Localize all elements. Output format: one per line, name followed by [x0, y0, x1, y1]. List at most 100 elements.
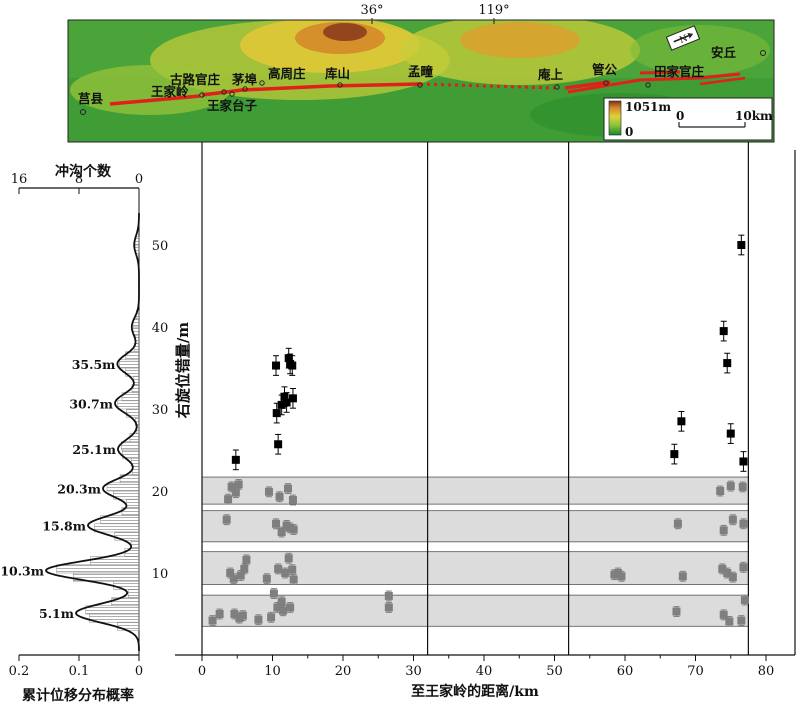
histogram-bar [56, 564, 140, 574]
data-point [208, 616, 217, 625]
longitude-label: 119° [478, 3, 509, 18]
map-frame [67, 19, 775, 143]
data-point [737, 616, 746, 625]
elevation-colorbar [608, 100, 622, 136]
top-tick-label: 0 [135, 172, 143, 187]
x-tick-label: 40 [476, 664, 493, 679]
data-point [274, 440, 283, 449]
scale-max-label: 10km [735, 109, 773, 123]
map-legend: 1051m 0 0 10km [603, 97, 773, 141]
y-tick-label: 30 [152, 403, 169, 418]
distribution-bottom-title: 累计位移分布概率 [22, 687, 134, 704]
data-point [670, 450, 679, 459]
data-point [254, 615, 263, 624]
section-boundaries [201, 142, 749, 655]
place-label: 管公 [592, 62, 618, 77]
place-marker [554, 84, 560, 90]
place-marker [229, 91, 235, 97]
histogram-bar [117, 400, 140, 410]
x-axis-title: 至王家岭的距离/km [411, 683, 539, 700]
data-point [274, 564, 283, 573]
data-point [282, 398, 291, 407]
place-marker [760, 50, 766, 56]
probability-curve [45, 213, 140, 651]
distribution-top-title: 冲沟个数 [55, 163, 112, 180]
data-point [289, 525, 298, 534]
place-label: 古路官庄 [170, 72, 221, 87]
place-marker [603, 80, 609, 86]
data-point [275, 492, 284, 501]
place-label: 高周庄 [268, 66, 306, 81]
data-point [231, 455, 240, 464]
data-point [279, 606, 288, 615]
data-point [673, 519, 682, 528]
histogram-bar [120, 441, 140, 451]
data-point [678, 572, 687, 581]
data-point [723, 569, 732, 577]
x-tick-label: 80 [758, 664, 775, 679]
data-point [739, 519, 748, 528]
data-point [272, 361, 281, 370]
topographic-map: 36° 119° N 1051m 0 0 10km [67, 3, 775, 143]
x-tick-label: 10 [264, 664, 281, 679]
data-point [215, 610, 224, 618]
data-point [677, 417, 686, 426]
place-label: 王家岭 [151, 84, 189, 99]
fault-trace [109, 70, 746, 106]
data-point [617, 572, 626, 581]
data-point [737, 241, 746, 249]
data-point [288, 394, 297, 403]
data-point [672, 607, 681, 616]
data-point [716, 487, 725, 495]
histogram-bar [128, 589, 140, 598]
probability-distribution-chart: 冲沟个数 16 8 0 0.2 0.1 0 5.1m 10.3m 15.8m 20.3m 25.1m… [0, 163, 143, 704]
place-marker [645, 82, 651, 88]
data-point [728, 573, 737, 582]
data-point [277, 597, 286, 606]
latitude-label: 36° [360, 3, 383, 18]
place-marker [242, 86, 248, 92]
data-point [726, 429, 735, 438]
data-point [264, 487, 273, 496]
data-point [725, 617, 734, 626]
offset-band [201, 476, 749, 505]
x-tick-label: 30 [405, 664, 422, 679]
data-point [286, 603, 295, 612]
peak-label: 15.8m [42, 518, 86, 533]
place-label: 田家官庄 [654, 64, 705, 79]
histogram-bar [126, 498, 140, 508]
data-point [719, 610, 728, 619]
peak-label: 10.3m [0, 564, 44, 579]
bottom-tick-label: 0 [135, 664, 143, 679]
data-point [281, 569, 290, 577]
data-point [728, 515, 737, 524]
data-point [740, 596, 749, 605]
place-label: 莒县 [78, 91, 104, 106]
data-point [242, 555, 251, 564]
histogram-bar [90, 556, 140, 566]
peak-label: 5.1m [39, 606, 74, 621]
y-tick-label: 20 [152, 485, 169, 500]
data-point [723, 359, 732, 368]
top-tick-label: 16 [11, 172, 28, 187]
data-point [272, 519, 281, 528]
north-arrow-icon: N [665, 25, 701, 51]
scatter-axes: 0 10 20 30 40 50 60 70 80 10 20 30 40 50 [152, 150, 796, 679]
data-point [273, 603, 282, 612]
x-tick-label: 70 [687, 664, 704, 679]
offset-scatter-chart: 0 10 20 30 40 50 60 70 80 10 20 30 40 50 右旋位错量/m 至王家岭… [152, 142, 796, 700]
data-point [277, 400, 286, 409]
data-point [272, 409, 281, 418]
place-marker [221, 89, 227, 95]
data-point [231, 488, 240, 497]
data-point [284, 354, 293, 363]
legend-min-label: 0 [625, 125, 633, 139]
data-point [236, 571, 245, 580]
data-point [224, 495, 233, 504]
y-tick-label: 50 [152, 239, 169, 254]
data-point [230, 610, 239, 618]
data-point [267, 613, 276, 622]
data-point [226, 569, 235, 577]
data-point [384, 603, 393, 612]
